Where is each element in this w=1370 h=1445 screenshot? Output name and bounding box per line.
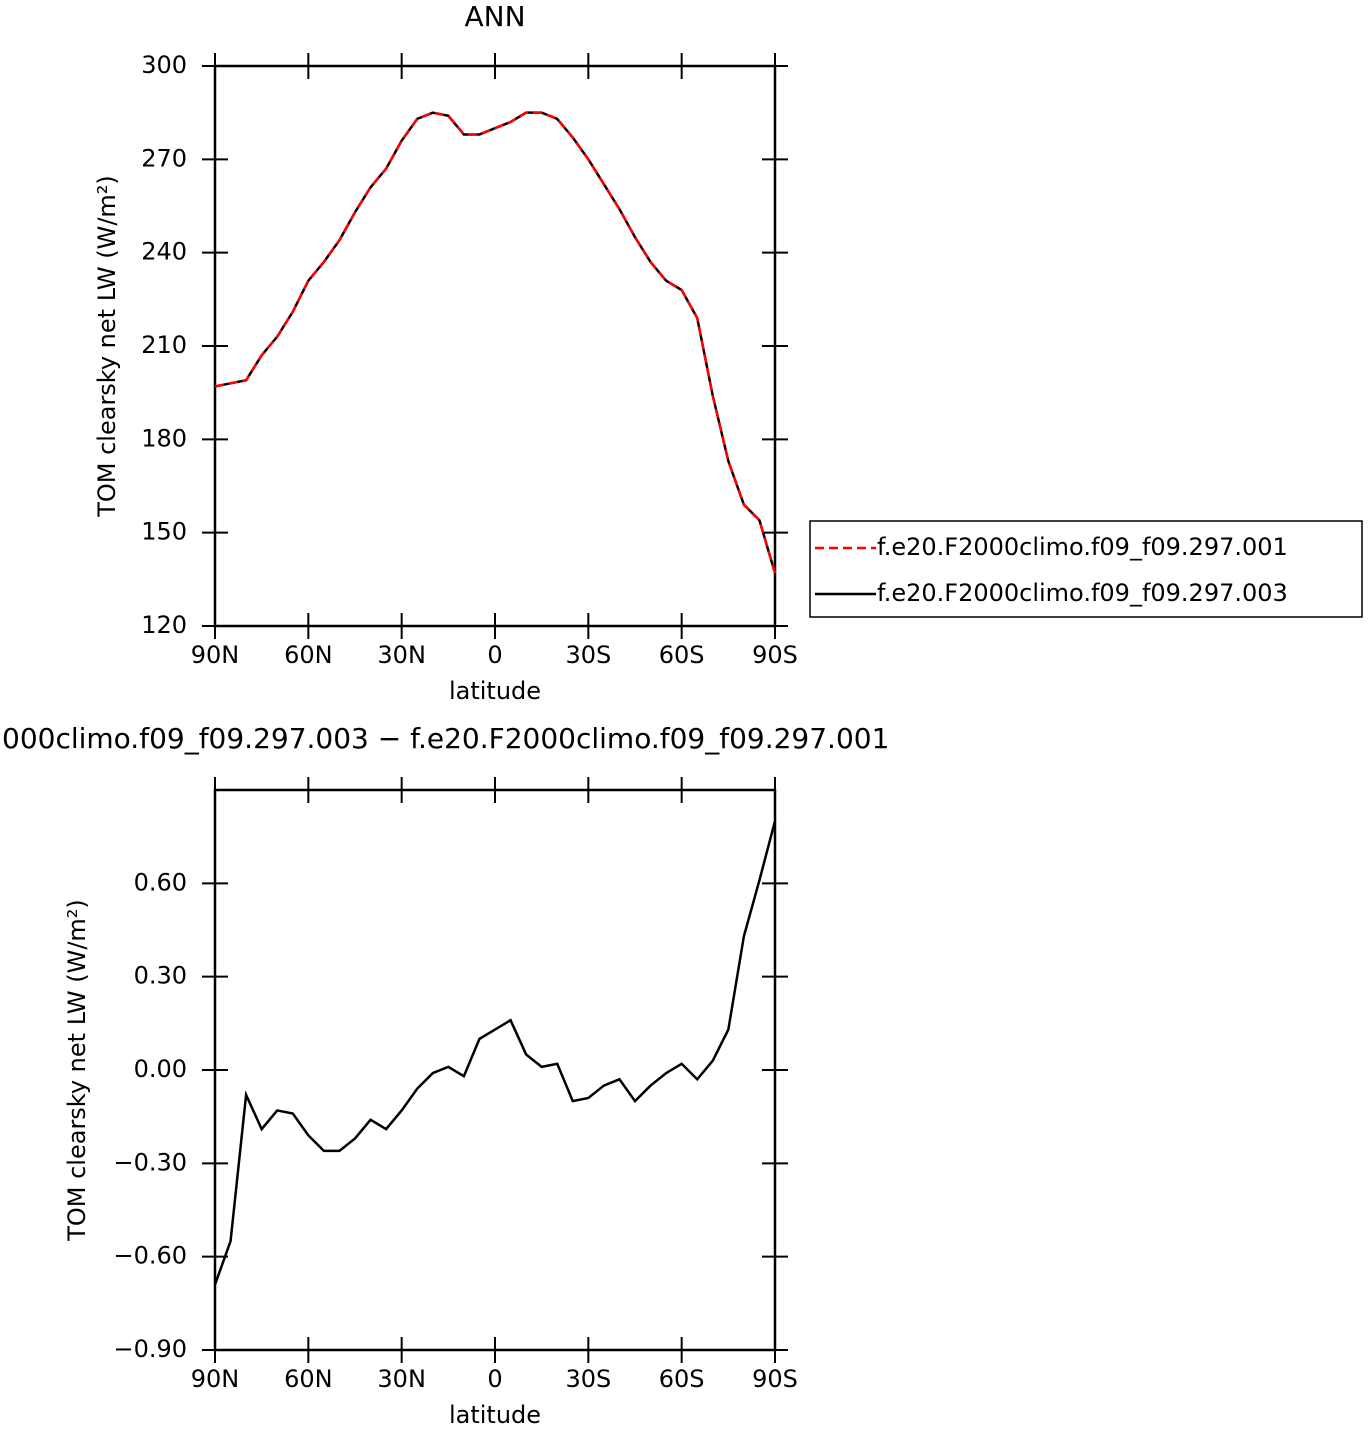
x-axis-label: latitude: [449, 1401, 541, 1429]
y-tick-label: 0.60: [134, 868, 187, 896]
y-tick-label: −0.30: [113, 1148, 187, 1176]
x-tick-label: 90N: [191, 641, 240, 669]
series-line: [214, 111, 777, 574]
x-tick-label: 60S: [659, 1365, 705, 1393]
legend-box: [809, 520, 1363, 618]
x-tick-label: 30S: [565, 1365, 611, 1393]
y-tick-label: −0.60: [113, 1242, 187, 1270]
y-tick-label: 210: [141, 331, 187, 359]
legend-label: f.e20.F2000climo.f09_f09.297.001: [877, 533, 1288, 561]
x-tick-label: 0: [487, 1365, 502, 1393]
y-tick-label: 270: [141, 144, 187, 172]
y-tick-label: 0.00: [134, 1055, 187, 1083]
x-tick-label: 30S: [565, 641, 611, 669]
y-tick-label: 300: [141, 51, 187, 79]
series-line: [214, 111, 777, 574]
y-tick-label: 240: [141, 238, 187, 266]
y-axis-label: TOM clearsky net LW (W/m²): [63, 899, 91, 1242]
y-tick-label: 150: [141, 518, 187, 546]
plot-frame: [213, 64, 777, 628]
y-tick-label: 0.30: [134, 962, 187, 990]
x-tick-label: 90S: [752, 1365, 798, 1393]
x-tick-label: 30N: [377, 641, 426, 669]
legend-label: f.e20.F2000climo.f09_f09.297.003: [877, 579, 1288, 607]
x-tick-label: 60S: [659, 641, 705, 669]
x-tick-label: 0: [487, 641, 502, 669]
x-tick-label: 90S: [752, 641, 798, 669]
x-tick-label: 30N: [377, 1365, 426, 1393]
series-line: [213, 820, 777, 1286]
y-axis-label: TOM clearsky net LW (W/m²): [93, 175, 121, 518]
y-tick-label: −0.90: [113, 1335, 187, 1363]
plot-frame: [213, 788, 777, 1352]
y-tick-label: 120: [141, 611, 187, 639]
x-tick-label: 60N: [284, 1365, 333, 1393]
chart-title: ANN: [464, 0, 525, 33]
x-axis-label: latitude: [449, 677, 541, 705]
chart-title: 000climo.f09_f09.297.003 − f.e20.F2000cl…: [2, 722, 889, 755]
x-tick-label: 60N: [284, 641, 333, 669]
y-tick-label: 180: [141, 424, 187, 452]
x-tick-label: 90N: [191, 1365, 240, 1393]
